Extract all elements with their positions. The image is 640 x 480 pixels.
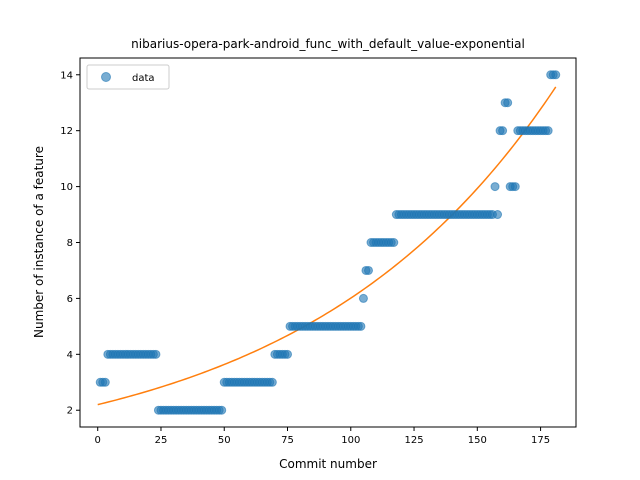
y-axis-label: Number of instance of a feature	[32, 146, 46, 338]
x-tick-label: 150	[468, 435, 487, 446]
chart-title: nibarius-opera-park-android_func_with_de…	[131, 37, 525, 51]
axes: 0 25 50 75 100 125 150 175 2 4 6 8 10 12 14	[60, 70, 550, 446]
data-point	[151, 349, 161, 359]
data-point	[389, 238, 399, 247]
data-point	[490, 182, 500, 192]
data-point	[356, 321, 366, 331]
fit-line	[97, 86, 557, 406]
y-tick-label: 14	[60, 70, 73, 81]
y-tick-label: 10	[60, 182, 73, 193]
x-tick-label: 25	[155, 435, 168, 446]
data-point	[267, 377, 277, 387]
data-point	[543, 126, 553, 136]
x-tick-label: 75	[281, 435, 294, 446]
plot-area	[95, 70, 561, 415]
data-point	[217, 405, 227, 415]
y-tick-label: 4	[67, 350, 73, 361]
data-point	[358, 293, 368, 303]
data-point	[498, 126, 508, 136]
x-tick-label: 0	[95, 435, 101, 446]
legend-marker	[101, 72, 111, 82]
x-tick-label: 50	[218, 435, 231, 446]
data-point	[503, 98, 513, 108]
y-tick-label: 12	[60, 126, 73, 137]
data-point	[493, 210, 503, 220]
data-point	[283, 349, 293, 359]
data-point	[510, 182, 520, 192]
data-point	[100, 377, 110, 387]
legend-label: data	[132, 73, 155, 84]
data-point	[363, 265, 373, 275]
x-tick-label: 100	[341, 435, 360, 446]
x-tick-label: 125	[404, 435, 423, 446]
y-tick-label: 8	[67, 238, 73, 249]
legend: data	[86, 64, 170, 90]
x-tick-label: 175	[531, 435, 550, 446]
x-axis-label: Commit number	[279, 457, 377, 471]
y-tick-label: 2	[67, 406, 73, 417]
y-tick-label: 6	[67, 294, 73, 305]
legend-box	[86, 64, 170, 90]
data-point	[551, 70, 561, 80]
